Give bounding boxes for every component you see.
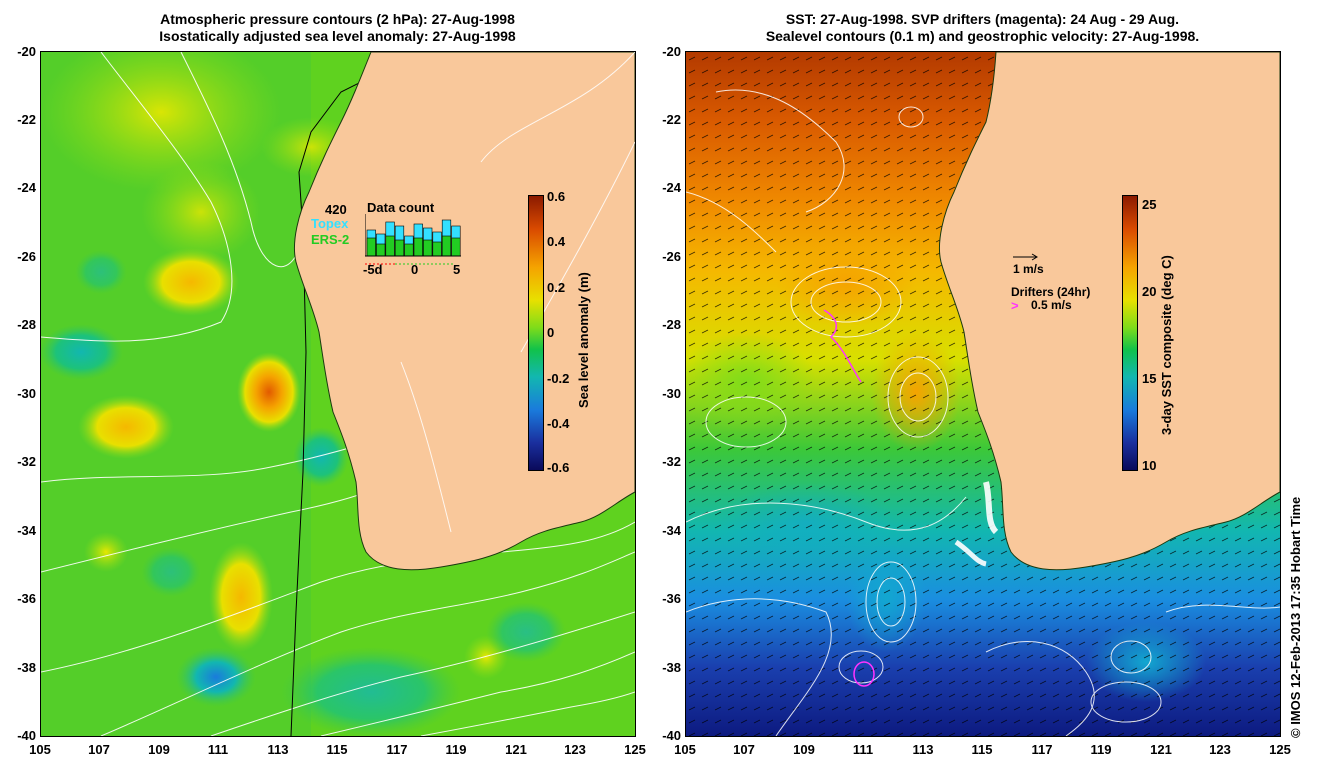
sst-tick-0: 25 bbox=[1142, 197, 1157, 212]
left-ytick: -34 bbox=[17, 523, 36, 538]
slc-tick-4: -0.2 bbox=[547, 371, 570, 386]
inset-bar-ers2 bbox=[404, 243, 414, 257]
drifters-legend-label: Drifters (24hr) bbox=[1011, 285, 1091, 299]
right-ytick: -22 bbox=[662, 112, 681, 127]
right-title-line2: Sealevel contours (0.1 m) and geostrophi… bbox=[765, 28, 1200, 44]
slc-tick-0: 0.6 bbox=[547, 189, 566, 204]
velocity-arrow-icon bbox=[1013, 253, 1038, 261]
sst-colorbar bbox=[1122, 195, 1138, 471]
left-xtick: 117 bbox=[386, 742, 408, 757]
left-ytick: -26 bbox=[17, 249, 36, 264]
left-ytick: -36 bbox=[17, 591, 36, 606]
right-ytick: -32 bbox=[662, 454, 681, 469]
drifter-arrow-icon: > bbox=[1011, 298, 1019, 313]
inset-bar-ers2 bbox=[385, 235, 395, 257]
imos-credit: © IMOS 12-Feb-2013 17:35 Hobart Time bbox=[1288, 496, 1303, 738]
sst-colorbar-label: 3-day SST composite (deg C) bbox=[1159, 255, 1174, 435]
right-ytick: -36 bbox=[662, 591, 681, 606]
right-xtick: 119 bbox=[1090, 742, 1112, 757]
left-xtick: 119 bbox=[445, 742, 467, 757]
data-count-inset: 420 Data count Topex ERS-2 -5d 0 5 bbox=[311, 200, 471, 310]
left-xtick: 121 bbox=[505, 742, 527, 757]
left-ytick: -38 bbox=[17, 660, 36, 675]
inset-xtick-2: 0 bbox=[411, 262, 419, 277]
sst-tick-2: 15 bbox=[1142, 371, 1157, 386]
slc-tick-3: 0 bbox=[547, 325, 555, 340]
right-xtick: 125 bbox=[1269, 742, 1291, 757]
inset-xtick-3: 5 bbox=[453, 262, 461, 277]
australia-landmass bbox=[293, 52, 635, 571]
left-xtick: 111 bbox=[207, 742, 229, 757]
inset-series-ers2: ERS-2 bbox=[311, 232, 350, 247]
inset-bar-ers2 bbox=[394, 239, 405, 257]
left-xtick: 107 bbox=[88, 742, 110, 757]
right-ytick: -20 bbox=[662, 44, 681, 59]
inset-bar-ers2 bbox=[413, 237, 423, 257]
left-title-line2: Isostatically adjusted sea level anomaly… bbox=[159, 28, 516, 44]
left-ytick: -32 bbox=[17, 454, 36, 469]
sea-level-anomaly-map: 420 Data count Topex ERS-2 -5d 0 5 0.6 0… bbox=[40, 51, 636, 737]
right-ytick: -38 bbox=[662, 660, 681, 675]
sst-tick-1: 20 bbox=[1142, 284, 1157, 299]
drifters-speed-label: 0.5 m/s bbox=[1031, 298, 1072, 312]
left-xtick: 123 bbox=[564, 742, 586, 757]
inset-bar-ers2 bbox=[423, 239, 433, 257]
left-title-line1: Atmospheric pressure contours (2 hPa): 2… bbox=[160, 11, 515, 27]
right-xtick: 115 bbox=[971, 742, 993, 757]
inset-xtick-1: -5d bbox=[363, 262, 383, 277]
sea-level-colorbar bbox=[528, 195, 544, 471]
right-xtick: 111 bbox=[852, 742, 874, 757]
left-ytick: -30 bbox=[17, 386, 36, 401]
velocity-legend-label: 1 m/s bbox=[1013, 262, 1044, 276]
velocity-legend: 1 m/s bbox=[1011, 252, 1101, 292]
right-xtick: 105 bbox=[674, 742, 696, 757]
inset-bar-ers2 bbox=[441, 235, 452, 257]
svp-drifter-tracks bbox=[823, 309, 875, 687]
left-ytick: -24 bbox=[17, 180, 36, 195]
drifters-speed-legend: > 0.5 m/s bbox=[1011, 298, 1111, 314]
slc-tick-1: 0.4 bbox=[547, 234, 566, 249]
inset-series-topex: Topex bbox=[311, 216, 349, 231]
right-xtick: 117 bbox=[1031, 742, 1053, 757]
left-ytick: -40 bbox=[17, 728, 36, 743]
inset-bar-chart bbox=[365, 214, 461, 265]
left-xtick: 113 bbox=[267, 742, 289, 757]
right-xtick: 121 bbox=[1150, 742, 1172, 757]
right-xtick: 123 bbox=[1209, 742, 1231, 757]
sst-tick-3: 10 bbox=[1142, 458, 1157, 473]
left-ytick: -20 bbox=[17, 44, 36, 59]
australia-landmass-right bbox=[938, 52, 1280, 571]
right-xtick: 109 bbox=[793, 742, 815, 757]
inset-bar-ers2 bbox=[432, 241, 442, 257]
left-xtick: 115 bbox=[326, 742, 348, 757]
slc-tick-5: -0.4 bbox=[547, 416, 570, 431]
right-ytick: -28 bbox=[662, 317, 681, 332]
left-xtick: 109 bbox=[148, 742, 170, 757]
right-ytick: -34 bbox=[662, 523, 681, 538]
right-ytick: -26 bbox=[662, 249, 681, 264]
sst-map: 1 m/s Drifters (24hr) > 0.5 m/s 25 20 15… bbox=[685, 51, 1281, 737]
slc-tick-6: -0.6 bbox=[547, 460, 570, 475]
right-xtick: 107 bbox=[733, 742, 755, 757]
inset-max-label: 420 bbox=[325, 202, 347, 217]
inset-bar-ers2 bbox=[366, 237, 376, 257]
left-xtick: 105 bbox=[29, 742, 51, 757]
sea-level-colorbar-label: Sea level anomaly (m) bbox=[576, 272, 591, 408]
left-ytick: -22 bbox=[17, 112, 36, 127]
left-xtick: 125 bbox=[624, 742, 646, 757]
right-ytick: -40 bbox=[662, 728, 681, 743]
inset-bar-ers2 bbox=[451, 237, 461, 257]
right-xtick: 113 bbox=[912, 742, 934, 757]
right-ytick: -30 bbox=[662, 386, 681, 401]
left-ytick: -28 bbox=[17, 317, 36, 332]
slc-tick-2: 0.2 bbox=[547, 280, 566, 295]
right-ytick: -24 bbox=[662, 180, 681, 195]
inset-bar-ers2 bbox=[376, 243, 386, 257]
inset-title: Data count bbox=[367, 200, 435, 215]
right-title-line1: SST: 27-Aug-1998. SVP drifters (magenta)… bbox=[785, 11, 1180, 27]
